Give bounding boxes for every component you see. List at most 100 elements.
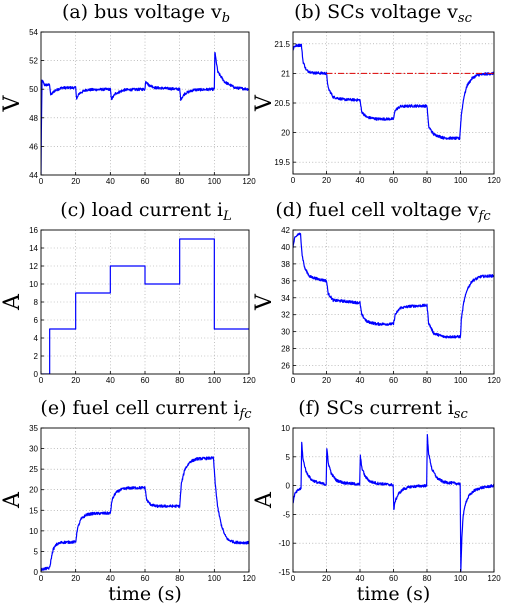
y-tick-label: 28 [281, 345, 290, 354]
x-tick-label: 120 [242, 177, 256, 186]
plot-area [41, 238, 249, 374]
y-tick-label: 44 [29, 171, 38, 180]
x-tick-label: 20 [71, 574, 80, 583]
y-axis-label: V [252, 293, 277, 311]
y-tick-label: 0 [34, 370, 39, 379]
y-tick-label: 48 [29, 114, 38, 123]
x-axis-label: time (s) [357, 583, 431, 605]
plot-area [293, 43, 494, 141]
panel-title-subscript: fc [239, 407, 253, 422]
panel-title-text: (b) SCs voltage v [294, 1, 458, 23]
x-tick-label: 0 [39, 376, 44, 385]
y-tick-label: 54 [29, 28, 38, 37]
y-tick-label: 36 [281, 277, 290, 286]
y-tick-label: 40 [281, 243, 290, 252]
x-tick-label: 20 [71, 177, 80, 186]
x-tick-label: 20 [322, 376, 331, 385]
y-tick-label: 19.5 [274, 158, 290, 167]
y-tick-label: 12 [29, 262, 38, 271]
x-tick-label: 20 [71, 376, 80, 385]
y-tick-label: 50 [29, 85, 38, 94]
y-tick-label: 14 [29, 244, 38, 253]
y-tick-label: 2 [34, 352, 39, 361]
x-tick-label: 100 [454, 574, 468, 583]
x-tick-label: 120 [242, 574, 256, 583]
x-tick-label: 20 [322, 176, 331, 185]
panel-e: 0 20 40 60 80 100 120 0 5 10 15 20 25 30 35(e) fuel ce… [0, 397, 256, 605]
y-tick-label: -5 [283, 510, 291, 519]
panel-title-text: (d) fuel cell voltage v [275, 199, 478, 221]
panel-title-subscript: sc [454, 407, 469, 422]
panel-title-subscript: fc [478, 209, 492, 224]
panel-b: 0 20 40 60 80 100 120 19.5 20 20.5 21 21.5 (b) SCs v… [252, 1, 501, 185]
x-tick-label: 120 [487, 176, 501, 185]
y-tick-label: 42 [281, 226, 290, 235]
y-tick-label: 0 [286, 482, 291, 491]
series-line-e-0 [41, 456, 249, 572]
series-line-b-0 [293, 43, 494, 141]
x-tick-label: 40 [106, 177, 115, 186]
panel-c: 0 20 40 60 80 100 120 0 2 4 6 8 10 12 14 16 (c) load cur… [0, 199, 256, 385]
y-tick-label: 8 [34, 298, 39, 307]
panel-title: (d) fuel cell voltage vfc [275, 199, 491, 224]
y-tick-label: 35 [29, 424, 38, 433]
x-tick-label: 80 [423, 376, 432, 385]
y-tick-label: 5 [286, 453, 291, 462]
x-tick-label: 40 [356, 176, 365, 185]
y-axis-label: A [0, 293, 25, 311]
y-tick-label: 10 [29, 280, 38, 289]
y-tick-label: 15 [29, 506, 38, 515]
series-line-c-0 [41, 238, 249, 374]
y-tick-label: 10 [29, 527, 38, 536]
y-tick-label: 52 [29, 57, 38, 66]
y-tick-label: 20 [281, 129, 290, 138]
x-tick-label: 40 [106, 376, 115, 385]
series-line-f-0 [293, 433, 494, 572]
y-tick-label: 32 [281, 311, 290, 320]
x-tick-label: 60 [141, 177, 150, 186]
panel-title-subscript: sc [458, 11, 473, 26]
x-tick-label: 100 [208, 574, 222, 583]
y-axis-label: A [252, 491, 277, 509]
x-tick-label: 60 [141, 574, 150, 583]
y-tick-label: 46 [29, 142, 38, 151]
y-tick-label: 25 [29, 465, 38, 474]
y-tick-label: 21.5 [274, 40, 290, 49]
x-tick-label: 0 [291, 376, 296, 385]
panel-title: (a) bus voltage vb [62, 1, 230, 26]
y-tick-label: -10 [278, 539, 290, 548]
x-tick-label: 60 [389, 376, 398, 385]
series-line-a-0 [41, 51, 249, 175]
panel-f: 0 20 40 60 80 100 120 -15 -10 -5 0 5 10 (f) SCs curre… [252, 397, 501, 605]
series-line-d-0 [293, 232, 494, 339]
x-tick-label: 0 [291, 574, 296, 583]
x-tick-label: 120 [242, 376, 256, 385]
x-tick-label: 40 [356, 574, 365, 583]
panel-d: 0 20 40 60 80 100 120 26 28 30 32 34 36 38 40 42 (d) fue… [252, 199, 501, 385]
y-tick-label: 21 [281, 69, 290, 78]
y-tick-label: 38 [281, 260, 290, 269]
plot-area [293, 433, 494, 572]
x-tick-label: 80 [423, 574, 432, 583]
x-tick-label: 80 [175, 177, 184, 186]
x-tick-label: 60 [389, 574, 398, 583]
plot-area [41, 51, 249, 175]
panel-title: (f) SCs current isc [298, 397, 468, 422]
panel-title: (c) load current iL [60, 199, 231, 224]
y-tick-label: 10 [281, 424, 290, 433]
plot-area [293, 232, 494, 339]
x-tick-label: 120 [487, 574, 501, 583]
x-tick-label: 0 [39, 574, 44, 583]
x-tick-label: 0 [39, 177, 44, 186]
y-tick-label: 5 [34, 547, 39, 556]
y-tick-label: 34 [281, 294, 290, 303]
x-tick-label: 100 [208, 376, 222, 385]
y-tick-label: 20.5 [274, 99, 290, 108]
x-tick-label: 40 [106, 574, 115, 583]
y-tick-label: 16 [29, 226, 38, 235]
panel-title-subscript: L [222, 209, 232, 224]
axes-frame [40, 31, 250, 176]
panel-title-text: (a) bus voltage v [62, 1, 222, 23]
y-tick-label: 20 [29, 486, 38, 495]
